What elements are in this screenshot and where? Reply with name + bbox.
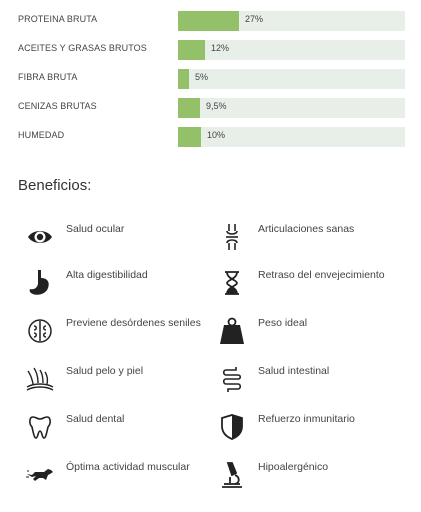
nutrient-bar-fill (178, 127, 201, 147)
benefit-label: Refuerzo inmunitario (258, 413, 355, 425)
benefit-label: Peso ideal (258, 317, 308, 329)
benefit-label: Alta digestibilidad (66, 269, 148, 281)
hourglass-icon (218, 269, 246, 297)
nutrient-percent: 5% (195, 72, 209, 82)
nutrient-bar-track: 12% (178, 40, 405, 60)
running-dog-icon (26, 461, 54, 489)
benefit-item: Salud dental (26, 413, 216, 453)
benefit-label: Articulaciones sanas (258, 223, 355, 235)
nutrient-percent: 10% (207, 130, 226, 140)
nutrient-row-ash: CENIZAS BRUTAS 9,5% (0, 98, 421, 118)
tooth-icon (26, 413, 54, 441)
nutrient-row-protein: PROTEINA BRUTA 27% (0, 11, 421, 31)
stomach-icon (26, 269, 54, 297)
benefit-item: Articulaciones sanas (218, 223, 408, 263)
benefit-item: Salud pelo y piel (26, 365, 216, 405)
benefit-label: Salud ocular (66, 223, 125, 235)
nutrient-label: FIBRA BRUTA (18, 72, 78, 82)
benefit-item: Previene desórdenes seniles (26, 317, 216, 357)
shield-icon (218, 413, 246, 441)
benefit-label: Salud intestinal (258, 365, 330, 377)
intestine-icon (218, 365, 246, 393)
hair-skin-icon (26, 365, 54, 393)
nutrient-percent: 9,5% (206, 101, 227, 111)
benefit-item: Hipoalergénico (218, 461, 408, 501)
benefit-label: Previene desórdenes seniles (66, 317, 201, 329)
benefit-item: Óptima actividad muscular (26, 461, 216, 501)
microscope-icon (218, 461, 246, 489)
benefit-label: Hipoalergénico (258, 461, 329, 473)
nutrient-bar-track: 9,5% (178, 98, 405, 118)
nutrient-bar-fill (178, 40, 205, 60)
nutrient-percent: 12% (211, 43, 230, 53)
nutrient-bar-fill (178, 69, 189, 89)
nutrient-row-fats: ACEITES Y GRASAS BRUTOS 12% (0, 40, 421, 60)
weight-icon (218, 317, 246, 345)
nutrient-row-fiber: FIBRA BRUTA 5% (0, 69, 421, 89)
nutrient-bar-track: 27% (178, 11, 405, 31)
benefit-item: Salud ocular (26, 223, 216, 263)
nutrient-label: CENIZAS BRUTAS (18, 101, 97, 111)
benefit-item: Alta digestibilidad (26, 269, 216, 309)
eye-icon (26, 223, 54, 251)
nutrient-bar-track: 10% (178, 127, 405, 147)
nutrient-label: HUMEDAD (18, 130, 65, 140)
benefit-label: Retraso del envejecimiento (258, 269, 385, 281)
benefit-label: Salud pelo y piel (66, 365, 144, 377)
benefits-title: Beneficios: (18, 177, 92, 194)
benefit-item: Salud intestinal (218, 365, 408, 405)
nutrient-label: PROTEINA BRUTA (18, 14, 98, 24)
benefit-item: Refuerzo inmunitario (218, 413, 408, 453)
brain-icon (26, 317, 54, 345)
benefit-label: Salud dental (66, 413, 125, 425)
benefit-item: Retraso del envejecimiento (218, 269, 408, 309)
benefit-label: Óptima actividad muscular (66, 461, 190, 473)
benefit-item: Peso ideal (218, 317, 408, 357)
nutrient-bar-fill (178, 11, 239, 31)
nutrient-bar-fill (178, 98, 200, 118)
joint-icon (218, 223, 246, 251)
nutrient-row-moisture: HUMEDAD 10% (0, 127, 421, 147)
nutrient-bar-track: 5% (178, 69, 405, 89)
nutrient-percent: 27% (245, 14, 264, 24)
nutrient-label: ACEITES Y GRASAS BRUTOS (18, 43, 147, 53)
